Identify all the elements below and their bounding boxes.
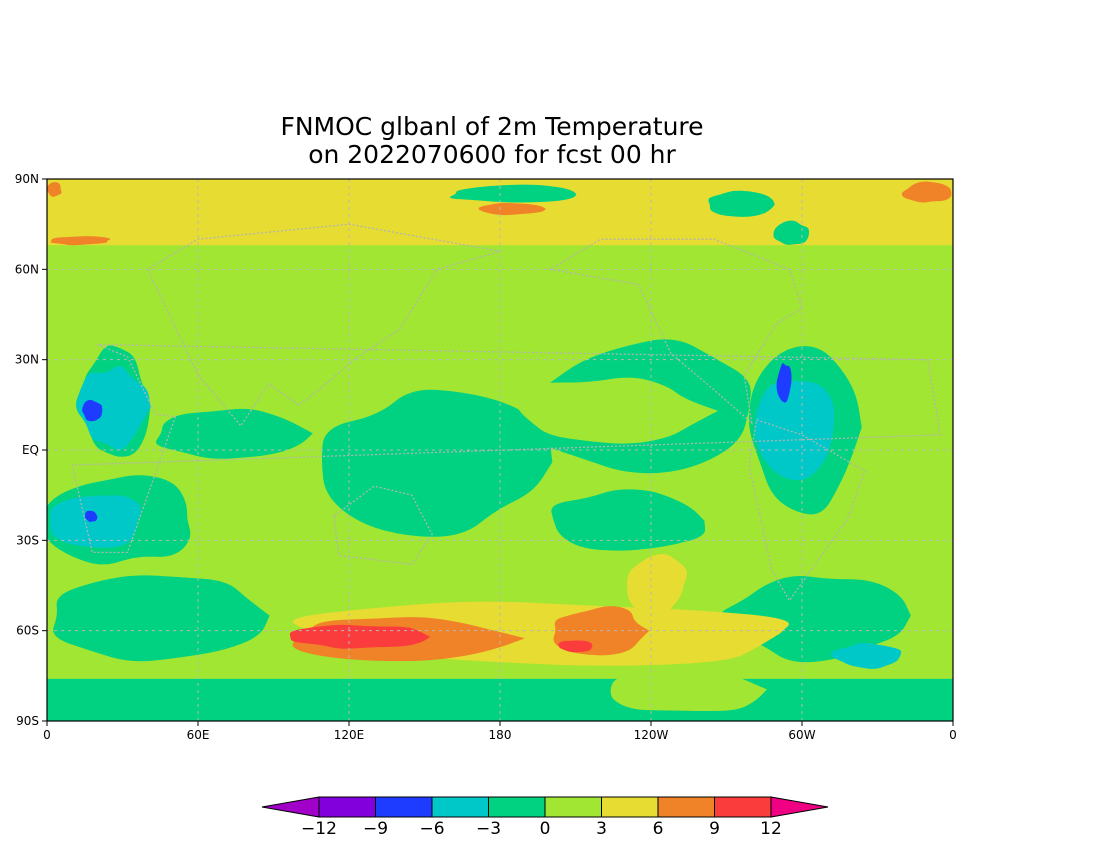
region-antarctica-interior [610, 666, 767, 711]
coastlines [71, 223, 942, 602]
title-line-2: on 2022070600 for fcst 00 hr [308, 140, 676, 169]
region-antarctica-cold-peninsula [831, 643, 902, 669]
xtick-label-2: 120E [334, 728, 365, 742]
colorbar-label-1: −9 [363, 819, 388, 839]
ytick-label-5: 60S [16, 624, 39, 638]
colorbar-label-0: −12 [301, 819, 337, 839]
temperature-field [47, 179, 953, 721]
colorbar-bin-1 [318, 796, 376, 818]
colorbar-label-2: −6 [419, 819, 444, 839]
colorbar-label-5: 3 [596, 819, 607, 839]
colorbar-label-7: 9 [709, 819, 720, 839]
region-arctic-very-warm-east [901, 181, 952, 203]
longitude-axis: 0 60E 120E 180 120W 60W 0 [43, 721, 957, 742]
region-south-america-cold [754, 381, 835, 481]
xtick-label-6: 0 [949, 728, 957, 742]
region-southern-ocean-warm-tendril [627, 554, 687, 615]
coastline-4 [748, 419, 866, 602]
colorbar-bin-6 [601, 796, 659, 818]
colorbar-bin-7 [657, 796, 715, 818]
temperature-regions [47, 179, 953, 721]
region-arctic-very-warm-west [47, 182, 62, 197]
ytick-label-2: 30N [15, 353, 39, 367]
region-western-pacific-cool [321, 389, 553, 537]
region-south-pacific-cool [551, 489, 706, 551]
coastline-2 [333, 485, 433, 566]
xtick-label-3: 180 [489, 728, 512, 742]
ytick-label-4: 30S [16, 533, 39, 547]
region-southern-africa-cold [50, 495, 141, 548]
colorbar-label-8: 12 [760, 819, 782, 839]
region-south-america-coldest [776, 363, 792, 403]
colorbar-label-6: 6 [653, 819, 664, 839]
title-line-1: FNMOC glbanl of 2m Temperature [280, 112, 703, 141]
coastline-0 [71, 343, 942, 554]
region-africa-cold-core [76, 366, 151, 450]
colorbar-bin-3 [431, 796, 489, 818]
ytick-label-0: 90N [15, 172, 39, 186]
region-arctic-warm-patch-170 [478, 202, 546, 216]
colorbar-bin-2 [375, 796, 433, 818]
colorbar: −12 −9 −6 −3 0 3 6 9 12 [261, 796, 829, 839]
region-africa-coldest [82, 399, 103, 422]
region-southern-ocean-hot-2 [558, 640, 593, 653]
region-arctic-cool-patch-295 [773, 220, 809, 245]
coastline-3 [548, 238, 803, 425]
colorbar-bin-8 [714, 796, 772, 818]
coastline-1 [146, 223, 501, 427]
colorbar-label-4: 0 [540, 819, 551, 839]
region-southern-ocean-cool-west [53, 575, 270, 662]
ytick-label-1: 60N [15, 262, 39, 276]
ytick-label-6: 90S [16, 714, 39, 728]
xtick-label-5: 60W [788, 728, 815, 742]
region-southern-africa-coldest [84, 510, 98, 522]
colorbar-bin-0 [261, 796, 320, 818]
xtick-label-1: 60E [187, 728, 210, 742]
xtick-label-0: 0 [43, 728, 51, 742]
colorbar-bin-5 [544, 796, 602, 818]
colorbar-bin-9 [770, 796, 829, 818]
region-arctic-cool-patch-165 [449, 184, 577, 203]
region-southern-ocean-hot-1 [289, 624, 430, 649]
region-arctic-edge-warm-0 [50, 236, 111, 246]
ytick-label-3: EQ [22, 443, 39, 457]
latitude-axis: 90N 60N 30N EQ 30S 60S 90S [15, 172, 47, 728]
colorbar-label-3: −3 [476, 819, 501, 839]
region-indian-ocean-cool [155, 408, 313, 459]
region-north-pacific-warm-core [514, 377, 719, 444]
xtick-label-4: 120W [634, 728, 669, 742]
region-arctic-cool-patch-270 [708, 190, 775, 217]
colorbar-bin-4 [488, 796, 546, 818]
